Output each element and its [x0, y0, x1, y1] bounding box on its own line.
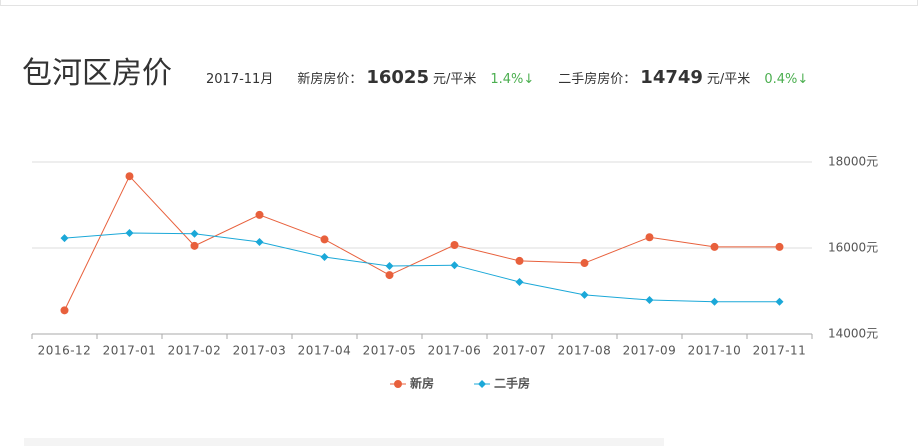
used-price: 14749	[640, 67, 703, 88]
point	[580, 259, 589, 268]
point	[710, 242, 719, 251]
point	[255, 237, 264, 246]
point	[580, 290, 589, 299]
new-price: 16025	[366, 67, 429, 88]
x-tick-label: 2017-02	[168, 344, 222, 358]
point	[60, 234, 69, 243]
x-tick-label: 2017-04	[298, 344, 352, 358]
legend-label[interactable]: 新房	[410, 376, 434, 391]
point	[515, 256, 524, 265]
x-tick-label: 2017-07	[493, 344, 547, 358]
title: 包河区房价	[22, 56, 172, 91]
point	[320, 253, 329, 262]
point	[645, 296, 654, 305]
point	[450, 240, 459, 249]
new-label: 新房房价：	[297, 72, 363, 87]
x-tick-label: 2017-05	[363, 344, 417, 358]
legend-marker	[394, 380, 402, 388]
point	[190, 241, 199, 250]
new-change: 1.4%↓	[490, 72, 535, 87]
point	[450, 261, 459, 270]
month: 2017-11月	[206, 72, 274, 87]
used-change: 0.4%↓	[764, 72, 809, 87]
point	[255, 210, 264, 219]
used-unit: 元/平米	[706, 72, 751, 87]
x-tick-label: 2017-09	[623, 344, 677, 358]
new-unit: 元/平米	[432, 72, 477, 87]
point	[60, 306, 69, 315]
x-tick-label: 2017-06	[428, 344, 482, 358]
y-tick-label: 18000元	[828, 155, 878, 169]
point	[385, 271, 394, 280]
point	[385, 262, 394, 271]
x-tick-label: 2017-08	[558, 344, 612, 358]
used-label: 二手房房价：	[558, 72, 637, 87]
y-tick-label: 16000元	[828, 241, 878, 255]
legend-label[interactable]: 二手房	[494, 376, 530, 391]
x-tick-label: 2016-12	[38, 344, 92, 358]
x-tick-label: 2017-01	[103, 344, 157, 358]
point	[125, 172, 134, 181]
legend-marker	[478, 380, 487, 388]
point	[645, 233, 654, 242]
table-row	[24, 438, 664, 446]
point	[775, 297, 784, 306]
y-tick-label: 14000元	[828, 327, 878, 341]
x-tick-label: 2017-10	[688, 344, 742, 358]
series-line	[64, 232, 780, 303]
point	[125, 228, 134, 237]
point	[190, 229, 199, 238]
point	[320, 235, 329, 244]
series-line	[64, 175, 780, 311]
point	[775, 242, 784, 251]
point	[710, 297, 719, 306]
x-tick-label: 2017-11	[753, 344, 807, 358]
header: 包河区房价 2017-11月 新房房价： 16025 元/平米 1.4%↓ 二手…	[22, 48, 808, 92]
x-tick-label: 2017-03	[233, 344, 287, 358]
point	[515, 277, 524, 286]
